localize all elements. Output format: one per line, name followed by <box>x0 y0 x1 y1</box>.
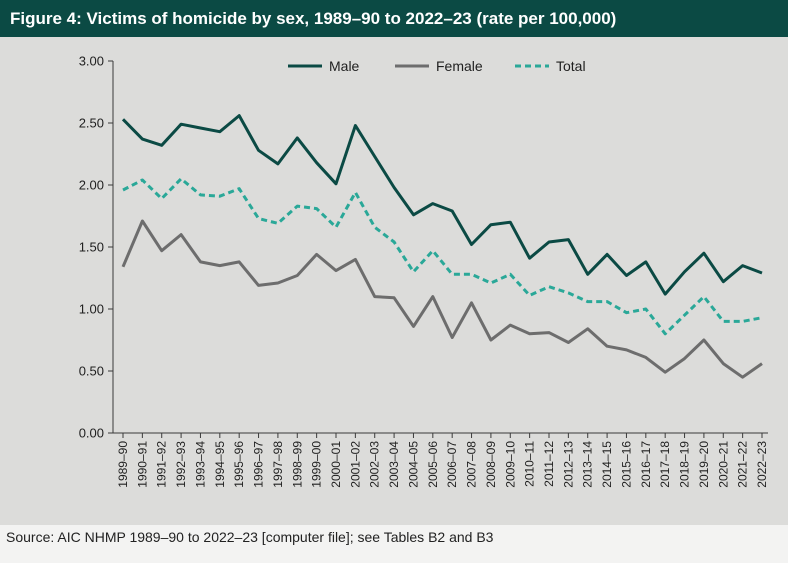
x-tick-label: 2012–13 <box>561 441 575 488</box>
y-tick-label: 0.00 <box>79 426 104 441</box>
series-line-total <box>122 177 763 336</box>
x-tick-label: 1991–92 <box>155 441 169 488</box>
x-tick-label: 2013–14 <box>581 441 595 488</box>
x-tick-label: 1989–90 <box>116 441 130 488</box>
x-tick-label: 2015–16 <box>619 441 633 488</box>
x-tick-label: 2005–06 <box>426 441 440 488</box>
x-tick-label: 2018–19 <box>678 441 692 488</box>
legend-label-male: Male <box>329 58 360 74</box>
y-tick-label: 0.50 <box>79 364 104 379</box>
x-tick-label: 2021–22 <box>736 441 750 488</box>
x-tick-label: 1996–97 <box>252 441 266 488</box>
x-tick-label: 2017–18 <box>658 441 672 488</box>
x-tick-label: 2006–07 <box>445 441 459 488</box>
x-tick-label: 2016–17 <box>639 441 653 488</box>
x-tick-label: 1995–96 <box>232 441 246 488</box>
source-note: Source: AIC NHMP 1989–90 to 2022–23 [com… <box>6 529 494 545</box>
series-line-female <box>121 219 763 379</box>
y-tick-label: 3.00 <box>79 54 104 69</box>
series-line-male <box>121 114 763 296</box>
x-tick-label: 2003–04 <box>387 441 401 488</box>
x-tick-label: 1990–91 <box>135 441 149 488</box>
legend-label-female: Female <box>436 58 483 74</box>
x-tick-label: 2009–10 <box>503 441 517 488</box>
x-tick-label: 1993–94 <box>193 441 207 488</box>
legend-label-total: Total <box>556 58 586 74</box>
x-tick-label: 2019–20 <box>697 441 711 488</box>
x-tick-label: 2001–02 <box>348 441 362 488</box>
x-tick-label: 1998–99 <box>290 441 304 488</box>
y-tick-label: 2.50 <box>79 116 104 131</box>
x-tick-label: 2011–12 <box>542 441 556 487</box>
x-tick-label: 2002–03 <box>368 441 382 488</box>
x-tick-label: 1999–00 <box>310 441 324 488</box>
x-tick-label: 1997–98 <box>271 441 285 488</box>
y-tick-label: 1.50 <box>79 240 104 255</box>
line-chart: 0.00 0.50 1.00 1.50 2.00 2.50 3.00 1989–90 1990–… <box>79 54 769 488</box>
x-tick-label: 1992–93 <box>174 441 188 488</box>
x-tick-label: 2004–05 <box>406 441 420 488</box>
x-tick-label: 2008–09 <box>484 441 498 488</box>
x-tick-label: 2020–21 <box>716 441 730 488</box>
y-tick-label: 1.00 <box>79 302 104 317</box>
x-tick-label: 2000–01 <box>329 441 343 488</box>
x-tick-label: 2014–15 <box>600 441 614 488</box>
y-tick-label: 2.00 <box>79 178 104 193</box>
x-tick-label: 2022–23 <box>755 441 769 488</box>
x-tick-label: 1994–95 <box>213 441 227 488</box>
x-tick-label: 2010–11 <box>523 441 537 487</box>
x-tick-label: 2007–08 <box>465 441 479 488</box>
figure-title: Figure 4: Victims of homicide by sex, 19… <box>0 0 788 37</box>
